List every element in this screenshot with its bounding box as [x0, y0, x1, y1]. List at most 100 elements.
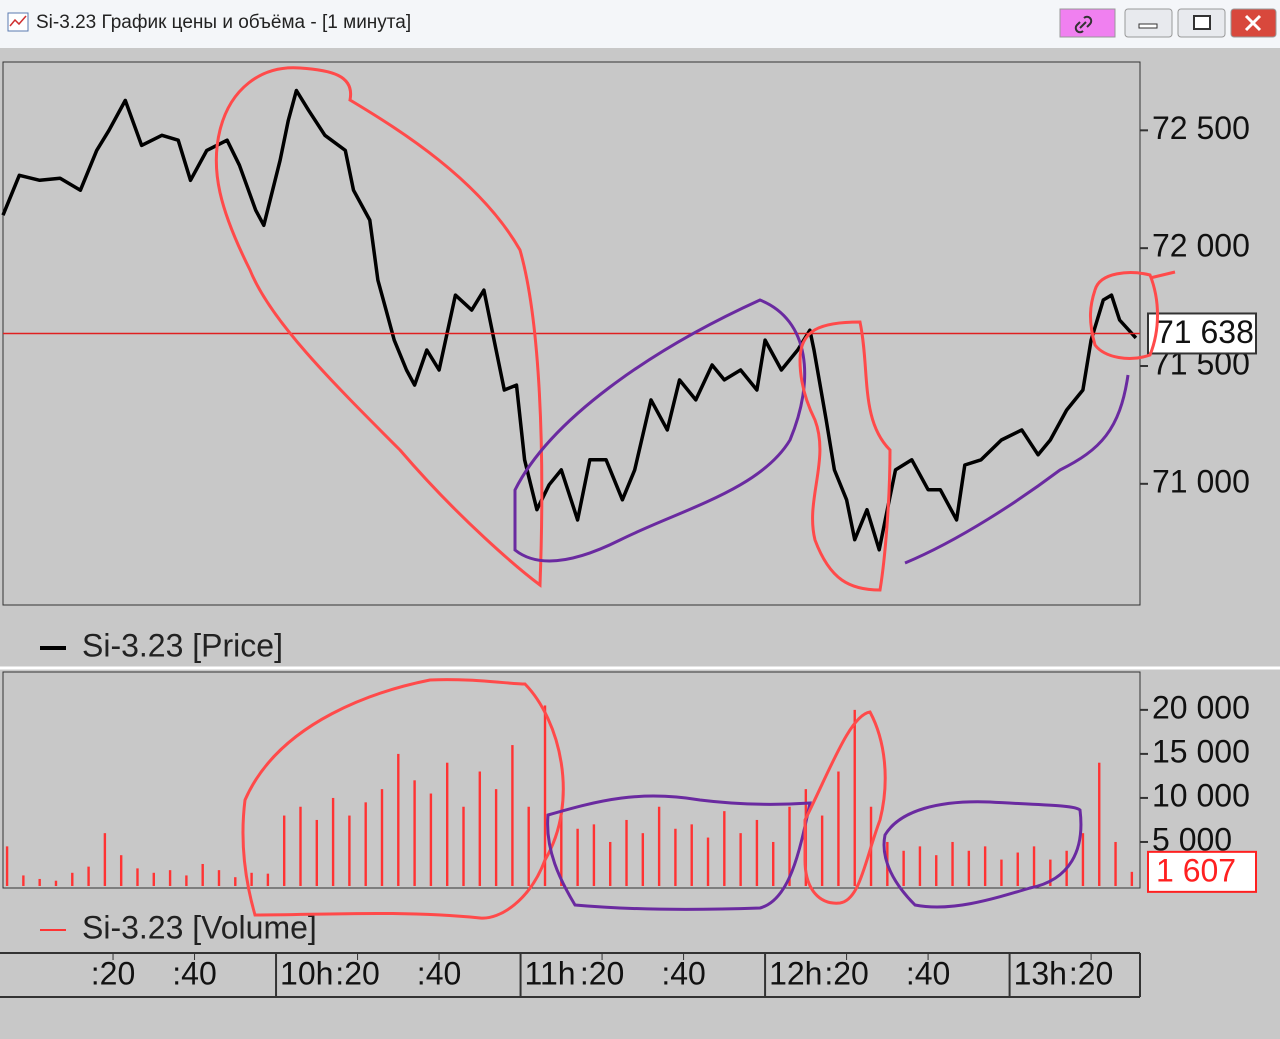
volume-bar	[478, 771, 482, 886]
window-title: Si-3.23 График цены и объёма - [1 минута…	[36, 12, 411, 33]
volume-bar	[348, 815, 351, 886]
volume-bar	[315, 819, 318, 886]
volume-bar	[543, 705, 547, 886]
volume-bar	[1049, 859, 1052, 886]
volume-bar	[1032, 846, 1036, 886]
x-tick-label: :40	[417, 955, 461, 991]
volume-bar	[935, 855, 938, 886]
volume-bar	[103, 833, 107, 886]
volume-bar	[413, 780, 416, 886]
volume-bar	[446, 762, 449, 886]
y-tick-label: 10 000	[1152, 777, 1250, 813]
last-value-label: 71 638	[1156, 314, 1254, 350]
volume-bar	[772, 841, 775, 886]
volume-bar	[364, 802, 367, 886]
volume-bar	[576, 828, 579, 886]
volume-bar	[380, 789, 384, 886]
volume-bar	[282, 815, 286, 886]
volume-bar	[951, 841, 954, 886]
volume-panel	[2, 671, 1141, 889]
annotation-purple	[546, 794, 812, 911]
x-tick-label: 13h	[1014, 955, 1067, 991]
volume-bar	[1098, 762, 1101, 886]
volume-bar	[739, 833, 742, 886]
volume-bar	[201, 863, 204, 886]
volume-bar	[625, 819, 628, 886]
volume-bar	[674, 828, 677, 886]
volume-bar	[641, 833, 645, 886]
annotation-red	[1089, 270, 1176, 360]
volume-bar	[5, 846, 9, 886]
volume-bar	[755, 819, 759, 886]
maximize-icon	[1193, 15, 1211, 30]
volume-bar	[706, 837, 710, 886]
volume-bar	[22, 875, 25, 886]
volume-bar	[152, 872, 155, 886]
volume-bar	[690, 824, 693, 886]
volume-bar	[299, 806, 302, 886]
link-icon	[1074, 15, 1093, 34]
volume-bar	[918, 846, 922, 886]
volume-bar	[234, 877, 237, 886]
volume-bar	[331, 797, 335, 886]
close-icon	[1244, 14, 1262, 32]
volume-bar	[788, 806, 791, 886]
volume-bar	[217, 870, 221, 886]
x-tick-label: :40	[906, 955, 950, 991]
price-line	[1, 88, 1138, 552]
volume-bar	[462, 806, 465, 886]
link-button[interactable]	[1059, 8, 1116, 38]
y-tick-label: 72 000	[1152, 228, 1250, 264]
y-tick-label: 72 500	[1152, 110, 1250, 146]
x-tick-label: :40	[661, 955, 705, 991]
x-tick-label: :20	[91, 955, 135, 991]
annotation-red	[798, 320, 892, 592]
volume-bar	[38, 878, 41, 886]
y-tick-label: 20 000	[1152, 689, 1250, 725]
volume-bar	[967, 850, 971, 886]
last-value-box	[1147, 850, 1257, 893]
volume-bar	[397, 753, 400, 886]
volume-bar	[1081, 833, 1085, 886]
volume-bar	[71, 872, 74, 886]
volume-bar	[266, 873, 270, 886]
annotation-purple	[904, 374, 1130, 565]
y-tick-label: 71 000	[1152, 463, 1250, 499]
minimize-icon	[1138, 23, 1158, 29]
x-tick-label: :20	[824, 955, 868, 991]
volume-bar	[494, 789, 498, 886]
x-tick-label: 12h	[769, 955, 822, 991]
volume-bar	[1000, 859, 1003, 886]
volume-bar	[250, 872, 253, 886]
volume-bar	[609, 841, 612, 886]
volume-bar	[54, 880, 58, 886]
volume-bar	[185, 875, 188, 886]
volume-bar	[983, 846, 987, 886]
annotation-purple	[882, 800, 1083, 909]
x-tick-label: 11h	[525, 955, 576, 991]
volume-bar	[902, 850, 905, 886]
annotation-red	[803, 710, 887, 905]
volume-bar	[723, 811, 726, 886]
x-tick-label: :40	[172, 955, 216, 991]
volume-bar	[429, 793, 433, 886]
x-tick-label: :20	[1069, 955, 1113, 991]
last-value-label: 1 607	[1156, 852, 1236, 888]
volume-bar	[1114, 841, 1117, 886]
y-tick-label: 15 000	[1152, 733, 1250, 769]
minimize-button[interactable]	[1124, 8, 1173, 38]
volume-bar	[87, 866, 90, 886]
volume-bar	[592, 824, 596, 886]
last-value-box	[1147, 312, 1257, 355]
volume-bar	[119, 855, 123, 886]
volume-bar	[168, 870, 172, 886]
window-icon-line	[9, 15, 27, 27]
legend-label: Si-3.23 [Price]	[82, 627, 283, 663]
annotation-purple	[513, 298, 807, 563]
volume-bar	[1016, 852, 1019, 886]
volume-bar	[853, 709, 856, 886]
volume-bar	[1130, 871, 1134, 886]
volume-bar	[837, 771, 840, 886]
